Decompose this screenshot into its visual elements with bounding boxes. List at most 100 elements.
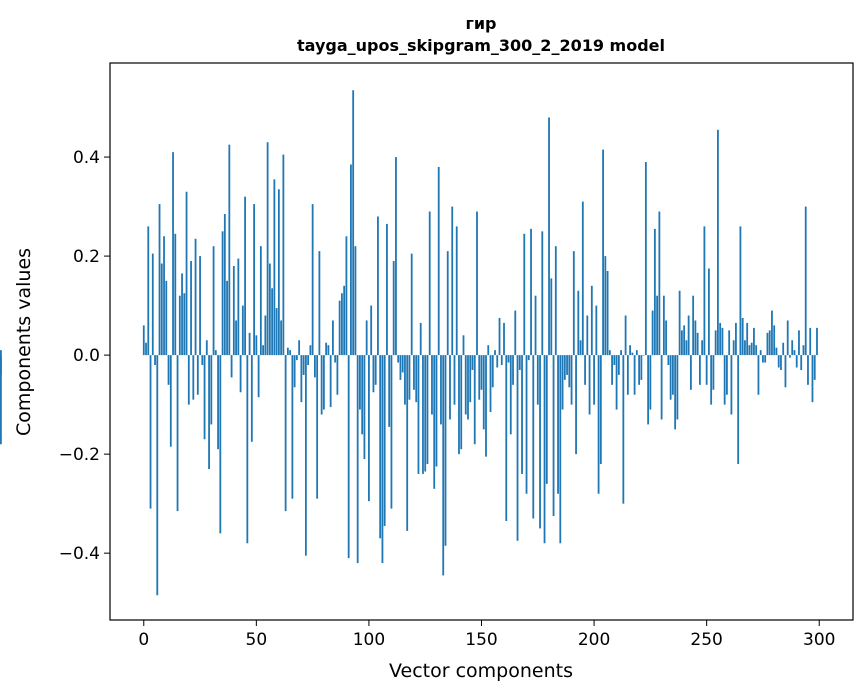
bar [196,355,199,395]
bar [248,332,251,356]
bar [777,355,780,368]
bar [710,355,713,405]
bar [784,355,787,388]
bar [620,350,622,356]
bar [379,355,382,539]
bar [399,355,402,380]
bar [584,355,586,385]
bar [485,355,487,457]
bar [658,211,661,356]
bar [318,251,321,356]
bar [577,290,580,356]
bar [604,256,607,356]
bar [212,246,215,356]
bar [449,355,451,420]
bar [554,246,557,356]
bar [309,345,312,356]
bar [674,355,677,430]
bar [293,355,296,388]
bar [692,295,695,356]
bar [372,355,375,393]
bar [255,335,258,356]
bar [435,355,438,467]
bar [295,355,298,361]
bar [793,350,796,356]
bar [286,347,289,356]
bar [390,355,393,509]
bar [370,305,373,356]
bar [545,355,548,484]
bar [343,285,346,356]
bar [271,288,274,356]
bar [500,355,503,366]
bar [541,231,544,356]
bar [649,355,652,410]
bar [352,90,355,356]
bar [728,330,731,356]
bar [442,355,445,576]
bar [705,355,708,385]
bar [244,196,246,356]
bar [723,355,726,405]
bar [750,342,753,356]
bar [559,355,562,544]
bar [257,355,260,398]
bar [345,236,348,356]
bar [782,342,785,356]
bar [347,355,350,559]
bar [629,345,631,356]
bar [660,355,663,420]
bar [158,204,161,356]
bar [183,293,186,356]
bar [327,345,330,356]
bar [550,278,553,356]
bar [735,322,737,356]
bar [816,327,818,356]
bar [588,355,591,415]
bar [626,355,629,395]
bar [395,157,397,356]
bar [757,355,760,395]
bar [365,320,368,356]
bar [807,355,809,385]
bar [291,355,294,499]
bar [611,355,613,385]
x-tick-label: 100 [353,630,385,650]
bar [165,280,168,356]
bar [354,246,357,356]
bar [311,204,314,356]
chart-subtitle: tayga_upos_skipgram_300_2_2019 model [297,36,665,55]
bar [181,273,183,356]
bar [532,355,535,519]
bar [572,251,575,356]
bar [651,310,654,356]
bar [737,355,740,465]
bar [789,355,791,358]
bar [773,325,776,356]
bar [712,355,715,390]
bar [201,355,204,366]
bar [516,355,519,541]
bar [235,320,237,356]
bar [237,258,240,356]
bar [503,322,505,356]
bar [160,263,163,356]
bar [428,211,431,356]
y-tick-label: 0.2 [73,247,100,267]
bar [480,355,483,390]
bar [804,206,807,356]
bar [597,355,600,494]
bar [775,347,778,356]
bar [424,355,427,472]
bar [453,355,456,405]
bar [368,355,370,502]
chart-title: гир [465,14,496,33]
bar [230,355,233,378]
bar [563,355,566,380]
bar [798,330,800,356]
bar [156,355,159,596]
bar [194,238,197,356]
bar [289,350,292,356]
